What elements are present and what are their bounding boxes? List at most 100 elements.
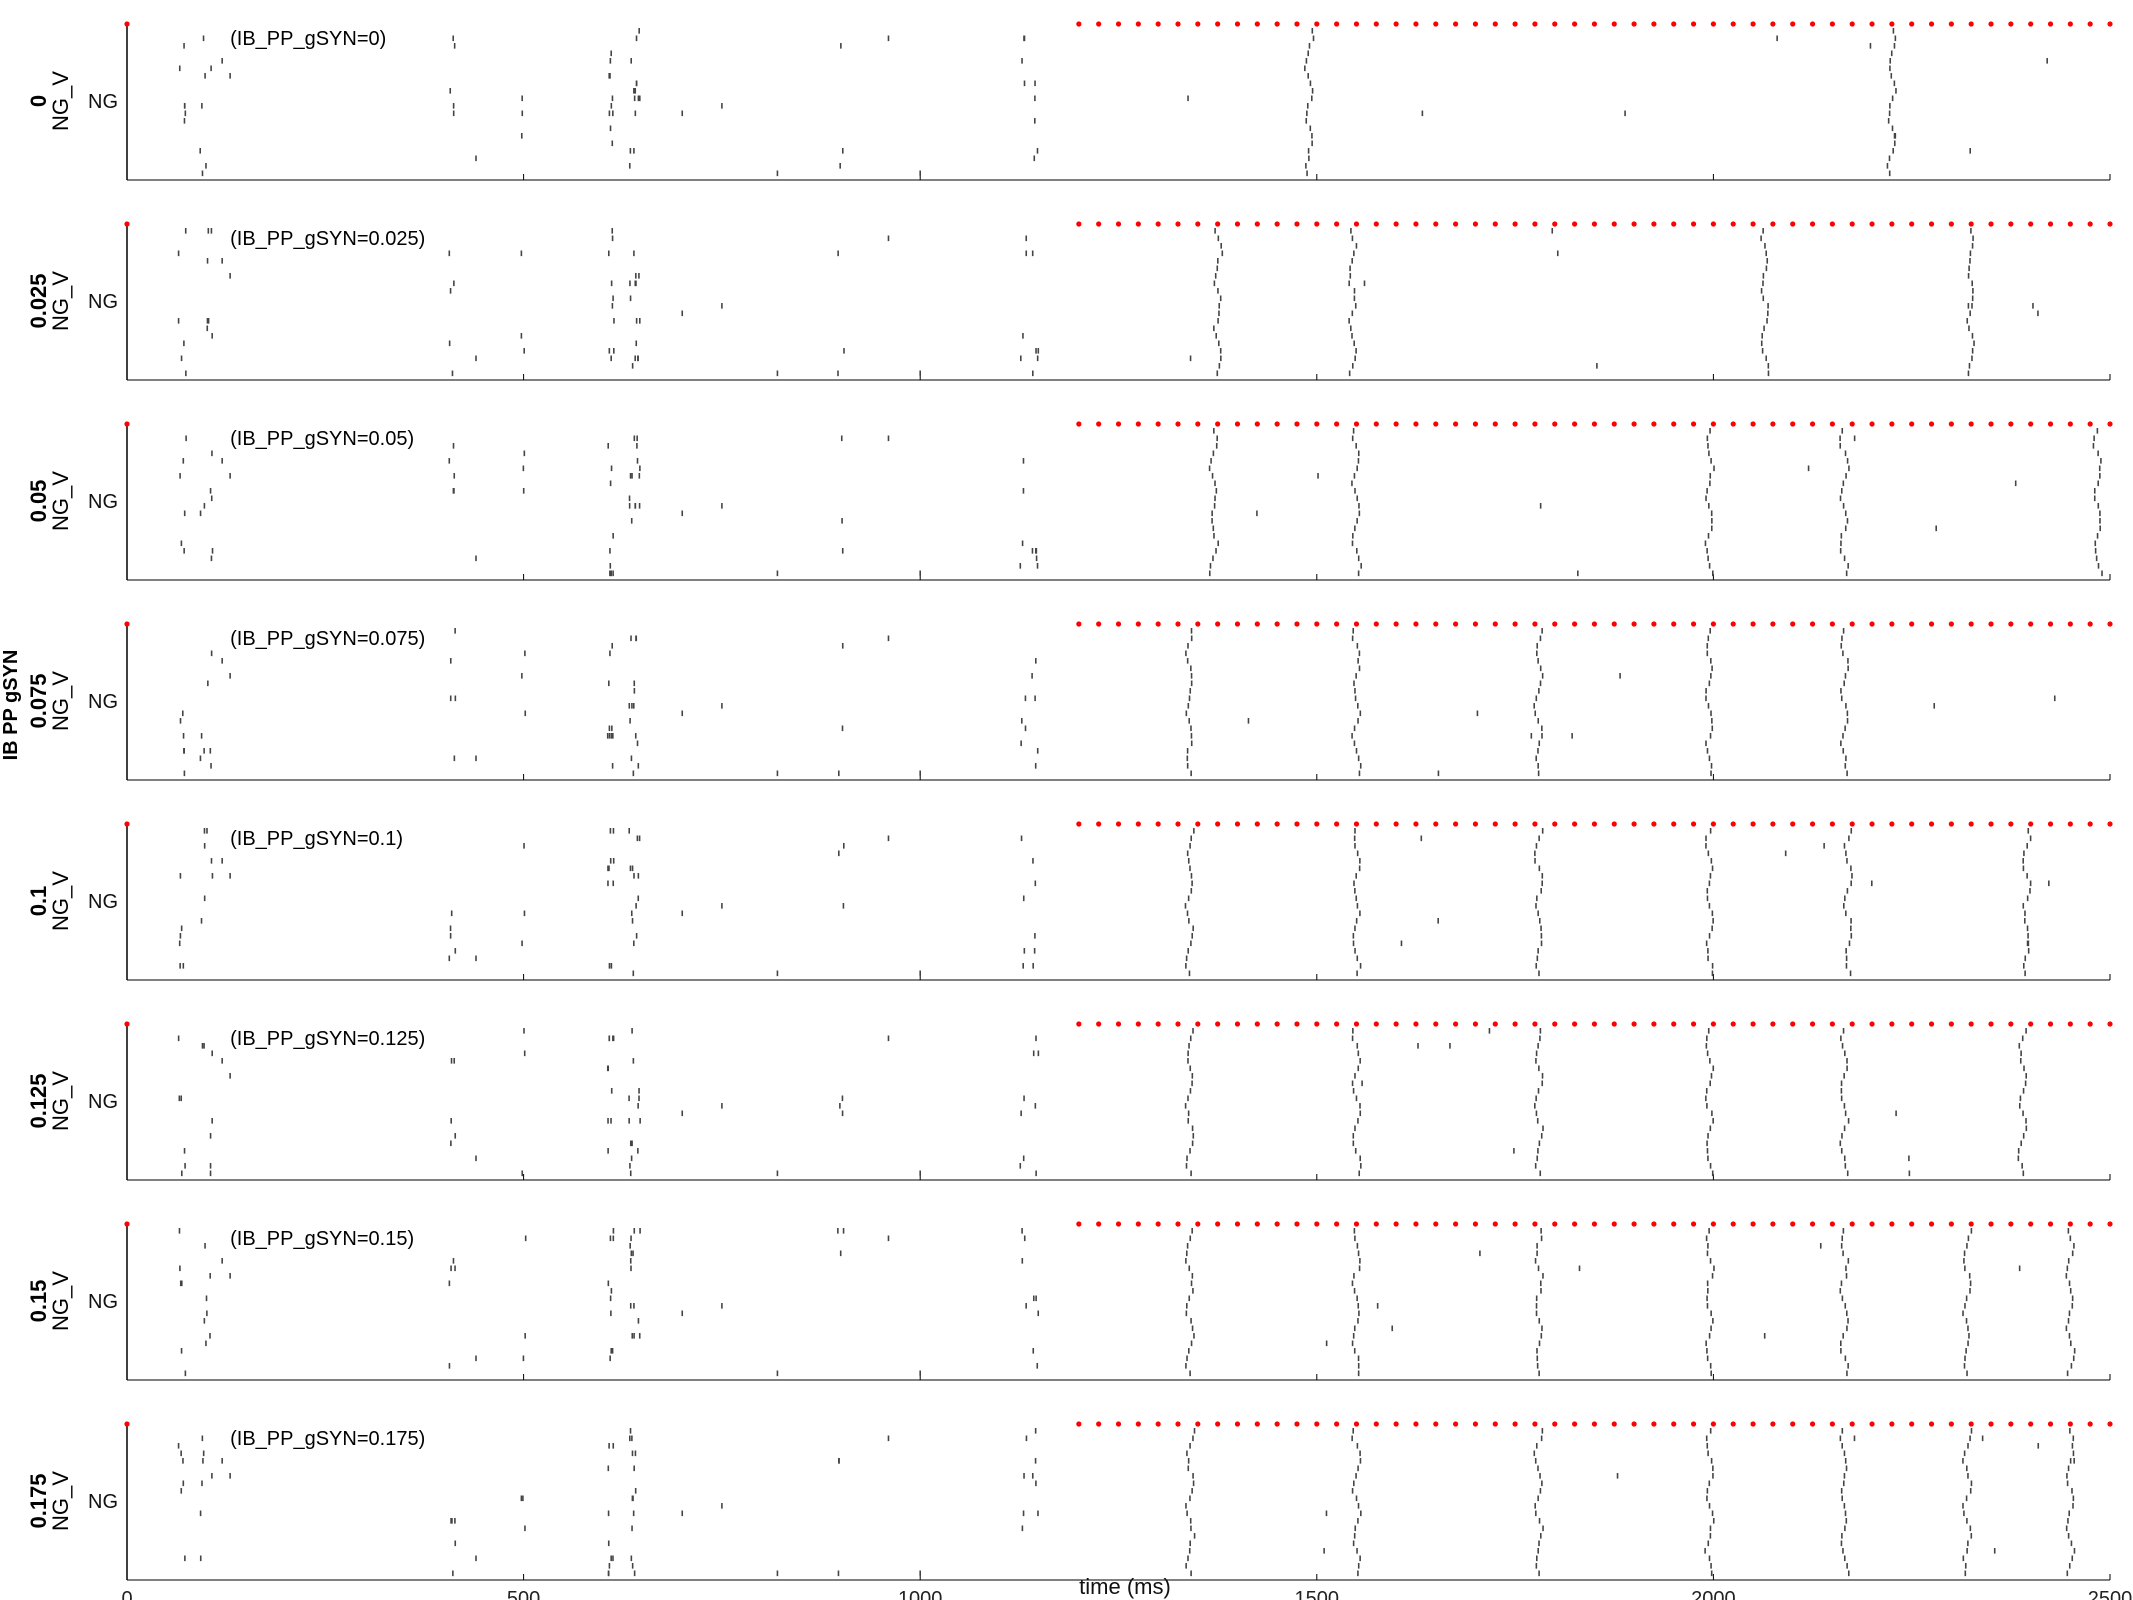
- input-pulse-dot: [1472, 421, 1479, 427]
- input-pulse-dot: [1552, 621, 1558, 627]
- input-pulse-dot: [1472, 1421, 1479, 1427]
- input-pulse-dot: [1790, 21, 1796, 27]
- input-pulse-dot: [1651, 421, 1657, 427]
- input-pulse-dot: [1790, 1021, 1796, 1027]
- input-pulse-dot: [1611, 1421, 1617, 1427]
- input-pulse-dot: [2107, 821, 2113, 827]
- input-pulse-dot: [1532, 21, 1538, 27]
- input-pulse-dot: [2008, 421, 2014, 427]
- input-pulse-dot: [1790, 221, 1796, 227]
- input-pulse-dot: [1988, 421, 1994, 427]
- input-pulse-dot: [1631, 1221, 1637, 1227]
- input-pulse-dot: [1512, 421, 1518, 427]
- input-pulse-dot: [1234, 221, 1241, 227]
- x-tick-label: 500: [507, 1588, 540, 1600]
- input-pulse-dot: [2107, 1421, 2113, 1427]
- input-pulse-dot: [1631, 1421, 1637, 1427]
- input-pulse-dot: [1829, 621, 1835, 627]
- input-pulse-dot: [1631, 221, 1637, 227]
- input-pulse-dot: [2107, 21, 2113, 27]
- input-pulse-dot: [1690, 1021, 1697, 1027]
- input-pulse-dot: [1829, 221, 1835, 227]
- input-pulse-dot: [1215, 621, 1221, 627]
- panel-variable-label: NG_V: [48, 671, 73, 731]
- input-pulse-dot: [1671, 421, 1677, 427]
- panel-value-label: 0.025: [26, 273, 51, 328]
- input-pulse-dot: [1790, 621, 1796, 627]
- input-pulse-dot: [1274, 1021, 1280, 1027]
- raster-panel: 0.1NG_V NG (IB_PP_gSYN=0.1): [26, 821, 2113, 981]
- input-pulse-dot: [1869, 1021, 1875, 1027]
- input-pulse-dot: [1294, 1221, 1300, 1227]
- input-pulse-dot: [1571, 421, 1578, 427]
- input-pulse-dot: [1968, 821, 1974, 827]
- input-pulse-dot: [1294, 421, 1300, 427]
- input-pulse-dot: [1076, 221, 1082, 227]
- input-pulse-dot: [2047, 221, 2054, 227]
- input-pulse-dot: [2028, 1221, 2034, 1227]
- input-pulse-dot: [1096, 221, 1102, 227]
- input-pulse-dot: [1135, 621, 1141, 627]
- input-pulse-dot: [1353, 1021, 1360, 1027]
- input-pulse-dot: [1988, 821, 1994, 827]
- panel-variable-label: NG_V: [48, 1071, 73, 1131]
- input-pulse-dot: [1453, 1221, 1459, 1227]
- input-pulse-dot: [1115, 1021, 1122, 1027]
- input-pulse-dot: [1274, 421, 1280, 427]
- input-pulse-dot: [1869, 821, 1875, 827]
- input-pulse-dot: [1631, 1021, 1637, 1027]
- input-pulse-dot: [2087, 421, 2093, 427]
- input-pulse-dot: [2107, 421, 2113, 427]
- input-pulse-dot: [124, 1221, 130, 1227]
- input-pulse-dot: [1274, 1221, 1280, 1227]
- input-pulse-dot: [1076, 1221, 1082, 1227]
- input-pulse-dot: [1353, 621, 1360, 627]
- input-pulse-dot: [1076, 421, 1082, 427]
- input-pulse-dot: [1750, 1221, 1756, 1227]
- input-pulse-dot: [124, 221, 130, 227]
- input-pulse-dot: [1492, 1021, 1498, 1027]
- panel-population-label: NG: [88, 891, 118, 913]
- input-pulse-dot: [1453, 1421, 1459, 1427]
- input-pulse-dot: [2087, 1421, 2093, 1427]
- input-pulse-dot: [1988, 221, 1994, 227]
- panel-variable-label: NG_V: [48, 71, 73, 131]
- input-pulse-dot: [1869, 421, 1875, 427]
- input-pulse-dot: [1809, 1221, 1816, 1227]
- input-pulse-dot: [1770, 621, 1776, 627]
- input-pulse-dot: [1393, 621, 1399, 627]
- input-pulse-dot: [2087, 621, 2093, 627]
- input-pulse-dot: [1671, 1421, 1677, 1427]
- input-pulse-dot: [1215, 221, 1221, 227]
- input-pulse-dot: [1254, 21, 1260, 27]
- input-pulse-dot: [1690, 21, 1697, 27]
- input-pulse-dot: [1690, 1221, 1697, 1227]
- input-pulse-dot: [1492, 221, 1498, 227]
- input-pulse-dot: [1631, 21, 1637, 27]
- input-pulse-dot: [1809, 621, 1816, 627]
- input-pulse-dot: [1472, 621, 1479, 627]
- input-pulse-dot: [1453, 21, 1459, 27]
- panel-value-label: 0.1: [26, 886, 51, 917]
- input-pulse-dot: [1849, 621, 1855, 627]
- input-pulse-dot: [1512, 221, 1518, 227]
- input-pulse-dot: [1195, 1421, 1201, 1427]
- input-pulse-dot: [1770, 1021, 1776, 1027]
- input-pulse-dot: [1532, 421, 1538, 427]
- input-pulse-dot: [1453, 421, 1459, 427]
- input-pulse-dot: [1353, 21, 1360, 27]
- input-pulse-dot: [1611, 21, 1617, 27]
- input-pulse-dot: [2067, 1021, 2073, 1027]
- input-pulse-dot: [1909, 621, 1915, 627]
- input-pulse-dot: [1135, 1021, 1141, 1027]
- input-pulse-dot: [2067, 21, 2073, 27]
- input-pulse-dot: [1710, 1221, 1716, 1227]
- input-pulse-dot: [1274, 1421, 1280, 1427]
- input-pulse-dot: [1175, 421, 1181, 427]
- input-pulse-dot: [1433, 621, 1439, 627]
- input-pulse-dot: [1294, 621, 1300, 627]
- input-pulse-dot: [124, 621, 130, 627]
